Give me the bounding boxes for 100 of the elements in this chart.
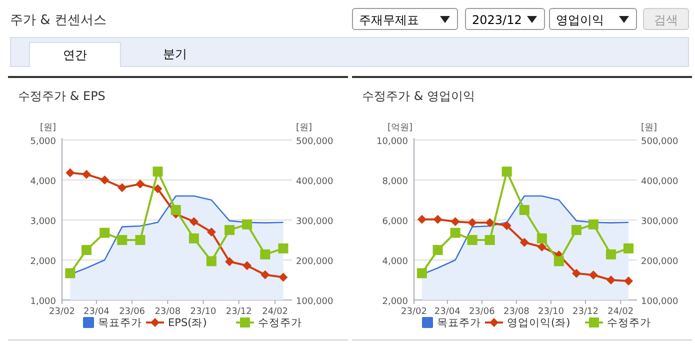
chart-title: 수정주가 & EPS bbox=[18, 89, 106, 103]
x-tick-label: 23/12 bbox=[572, 307, 598, 317]
point bbox=[136, 180, 145, 188]
point bbox=[537, 242, 546, 252]
x-tick-label: 24/02 bbox=[608, 307, 634, 317]
y2-tick-label: 100,000 bbox=[641, 297, 678, 307]
point bbox=[170, 205, 181, 215]
y-tick-label: 4,000 bbox=[382, 257, 408, 267]
point bbox=[520, 238, 529, 247]
text: 주재무제표 bbox=[352, 8, 458, 30]
text: 검색 bbox=[643, 8, 689, 30]
x-tick-label: 23/10 bbox=[538, 307, 564, 317]
point bbox=[467, 235, 478, 245]
legend-label: 목표주가 bbox=[437, 317, 481, 329]
y2-tick-label: 400,000 bbox=[296, 177, 334, 187]
text: 연간 bbox=[29, 42, 121, 67]
x-tick-label: 23/12 bbox=[226, 307, 252, 317]
x-tick-label: 23/04 bbox=[434, 307, 461, 317]
y-tick-label: 6,000 bbox=[382, 217, 408, 227]
point bbox=[450, 228, 460, 238]
y-tick-label: 2,000 bbox=[382, 297, 408, 307]
y-tick-label: 10,000 bbox=[376, 137, 408, 147]
point bbox=[417, 214, 426, 224]
point bbox=[450, 217, 460, 226]
point bbox=[188, 233, 199, 244]
point bbox=[624, 243, 634, 254]
y-tick-label: 8,000 bbox=[382, 177, 408, 187]
point bbox=[242, 261, 252, 270]
point bbox=[206, 228, 216, 236]
point bbox=[153, 184, 162, 194]
point bbox=[572, 268, 581, 278]
y-tick-label: 2,000 bbox=[30, 257, 56, 267]
point bbox=[468, 218, 477, 228]
point bbox=[502, 221, 512, 230]
point bbox=[278, 272, 288, 282]
point bbox=[554, 256, 564, 266]
point bbox=[484, 235, 495, 245]
point bbox=[82, 245, 92, 255]
x-tick-label: 23/04 bbox=[83, 307, 110, 317]
point bbox=[588, 270, 598, 280]
y-axis-title: [원] bbox=[40, 123, 56, 133]
legend-label: 수정주가 bbox=[607, 317, 651, 329]
point bbox=[260, 249, 270, 260]
point bbox=[260, 270, 270, 280]
y2-tick-label: 200,000 bbox=[296, 257, 334, 267]
y-tick-label: 4,000 bbox=[30, 177, 56, 187]
x-tick-label: 23/08 bbox=[503, 307, 530, 317]
point bbox=[224, 225, 235, 235]
x-tick-label: 23/02 bbox=[49, 307, 75, 317]
legend-label: 목표주가 bbox=[98, 317, 142, 329]
text: 영업이익 bbox=[549, 8, 637, 30]
point bbox=[606, 249, 616, 260]
x-tick-label: 23/06 bbox=[468, 307, 496, 317]
point bbox=[152, 166, 163, 177]
point bbox=[624, 276, 634, 286]
point bbox=[118, 183, 127, 192]
point bbox=[278, 243, 288, 254]
chart-title: 수정주가 & 영업이익 bbox=[362, 89, 475, 103]
x-tick-label: 23/10 bbox=[190, 307, 217, 317]
point bbox=[206, 256, 216, 266]
point bbox=[536, 233, 547, 244]
point bbox=[606, 276, 616, 284]
y2-tick-label: 300,000 bbox=[296, 217, 334, 227]
y-axis-title: [억원] bbox=[387, 123, 413, 133]
point bbox=[100, 176, 110, 184]
point bbox=[242, 219, 252, 230]
y2-axis-title: [원] bbox=[640, 123, 658, 133]
legend-label: 수정주가 bbox=[258, 317, 302, 329]
point bbox=[519, 205, 530, 215]
y-tick-label: 3,000 bbox=[30, 217, 56, 227]
point bbox=[485, 218, 494, 228]
x-tick-label: 23/06 bbox=[119, 307, 146, 317]
y2-tick-label: 300,000 bbox=[641, 217, 678, 227]
point bbox=[416, 268, 427, 278]
y-tick-label: 5,000 bbox=[30, 137, 56, 147]
point bbox=[433, 214, 442, 224]
y2-tick-label: 100,000 bbox=[296, 297, 334, 307]
y2-axis-title: [원] bbox=[296, 123, 312, 133]
point bbox=[571, 225, 582, 235]
point bbox=[65, 268, 76, 278]
point bbox=[135, 235, 146, 245]
point bbox=[225, 257, 234, 266]
point bbox=[117, 235, 128, 245]
legend-label: EPS(좌) bbox=[168, 317, 207, 329]
legend-label: 영업이익(좌) bbox=[507, 317, 570, 329]
point bbox=[66, 168, 75, 178]
y2-tick-label: 200,000 bbox=[641, 257, 678, 267]
point bbox=[502, 166, 512, 177]
point bbox=[100, 228, 110, 238]
point bbox=[588, 219, 598, 230]
point bbox=[432, 245, 443, 255]
y2-tick-label: 400,000 bbox=[641, 177, 678, 187]
text: 분기 bbox=[162, 46, 188, 63]
y2-tick-label: 500,000 bbox=[296, 137, 334, 147]
x-tick-label: 23/08 bbox=[154, 307, 181, 317]
y-tick-label: 1,000 bbox=[30, 297, 56, 307]
text: 주가 & 컨센서스 bbox=[10, 12, 106, 29]
x-tick-label: 24/02 bbox=[262, 307, 288, 317]
y2-tick-label: 500,000 bbox=[641, 137, 678, 147]
point bbox=[82, 170, 92, 179]
